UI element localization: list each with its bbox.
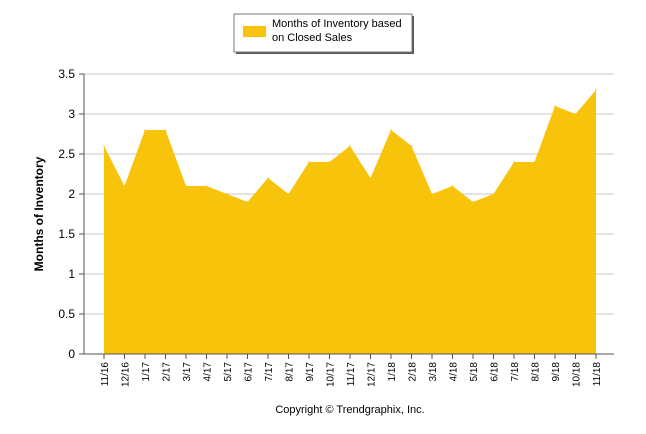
y-tick-label: 1 bbox=[68, 267, 75, 281]
copyright-footer: Copyright © Trendgraphix, Inc. bbox=[275, 404, 424, 416]
y-tick-label: 3.5 bbox=[58, 67, 75, 81]
y-tick-label: 2 bbox=[68, 187, 75, 201]
area-fill bbox=[104, 90, 596, 354]
x-tick-label: 6/17 bbox=[244, 362, 255, 382]
x-tick-labels: 11/16 12/16 1/17 2/17 3/17 4/17 5/17 6/17 7/17 8/… bbox=[100, 362, 603, 387]
y-axis-label: Months of Inventory bbox=[32, 156, 46, 271]
x-tick-label: 4/17 bbox=[203, 362, 214, 382]
y-tick-label: 3 bbox=[68, 107, 75, 121]
x-tick-label: 6/18 bbox=[490, 362, 501, 382]
data-point bbox=[164, 129, 167, 131]
x-tick-label: 5/17 bbox=[223, 362, 234, 382]
x-tick-label: 2/17 bbox=[162, 362, 173, 382]
x-tick-label: 1/18 bbox=[387, 362, 398, 382]
data-point bbox=[513, 161, 515, 163]
legend-label-line1: Months of Inventory based bbox=[272, 18, 402, 30]
data-point bbox=[308, 161, 310, 163]
data-point bbox=[492, 193, 495, 195]
x-tick-label: 1/17 bbox=[141, 362, 152, 382]
x-tick-label: 11/17 bbox=[346, 362, 357, 387]
x-tick-label: 8/17 bbox=[285, 362, 296, 382]
x-tick-label: 11/18 bbox=[592, 362, 603, 387]
data-point bbox=[349, 145, 351, 147]
x-tick-label: 8/18 bbox=[531, 362, 542, 382]
data-point bbox=[267, 177, 269, 179]
x-tick-label: 3/17 bbox=[182, 362, 193, 382]
data-point bbox=[328, 161, 331, 163]
x-tick-label: 4/18 bbox=[449, 362, 460, 382]
data-point bbox=[533, 161, 536, 163]
data-point bbox=[123, 185, 126, 187]
data-point bbox=[144, 129, 146, 131]
y-tick-label: 2.5 bbox=[58, 147, 75, 161]
data-point bbox=[103, 145, 105, 147]
y-tick-label: 0 bbox=[68, 347, 75, 361]
data-point bbox=[595, 89, 597, 91]
x-tick-label: 11/16 bbox=[100, 362, 111, 387]
x-tick-label: 10/17 bbox=[326, 362, 337, 387]
legend-label-line2: on Closed Sales bbox=[272, 32, 353, 44]
data-point bbox=[369, 177, 372, 179]
data-point bbox=[410, 145, 413, 147]
legend: Months of Inventory based on Closed Sale… bbox=[233, 13, 414, 54]
x-tick-label: 9/17 bbox=[305, 362, 316, 382]
y-tick-label: 0.5 bbox=[58, 307, 75, 321]
data-point bbox=[472, 201, 474, 203]
data-point bbox=[246, 201, 249, 203]
data-point bbox=[226, 193, 228, 195]
x-tick-label: 12/16 bbox=[121, 362, 132, 387]
data-point bbox=[287, 193, 290, 195]
x-tick-label: 7/18 bbox=[510, 362, 521, 382]
x-tick-label: 2/18 bbox=[408, 362, 419, 382]
x-tick-label: 7/17 bbox=[264, 362, 275, 382]
area-series bbox=[103, 89, 597, 354]
y-tick-labels: 0 0.5 1 1.5 2 2.5 3 3.5 bbox=[58, 67, 75, 361]
data-point bbox=[431, 193, 433, 195]
x-tick-label: 9/18 bbox=[551, 362, 562, 382]
data-point bbox=[185, 185, 187, 187]
data-point bbox=[451, 185, 454, 187]
data-point bbox=[554, 105, 556, 107]
x-tick-label: 12/17 bbox=[367, 362, 378, 387]
y-tick-label: 1.5 bbox=[58, 227, 75, 241]
axes bbox=[79, 73, 614, 359]
x-tick-label: 10/18 bbox=[572, 362, 583, 387]
x-tick-label: 3/18 bbox=[428, 362, 439, 382]
data-point bbox=[574, 113, 577, 115]
x-tick-label: 5/18 bbox=[469, 362, 480, 382]
legend-swatch bbox=[243, 26, 266, 37]
data-point bbox=[390, 129, 392, 131]
data-point bbox=[205, 185, 208, 187]
